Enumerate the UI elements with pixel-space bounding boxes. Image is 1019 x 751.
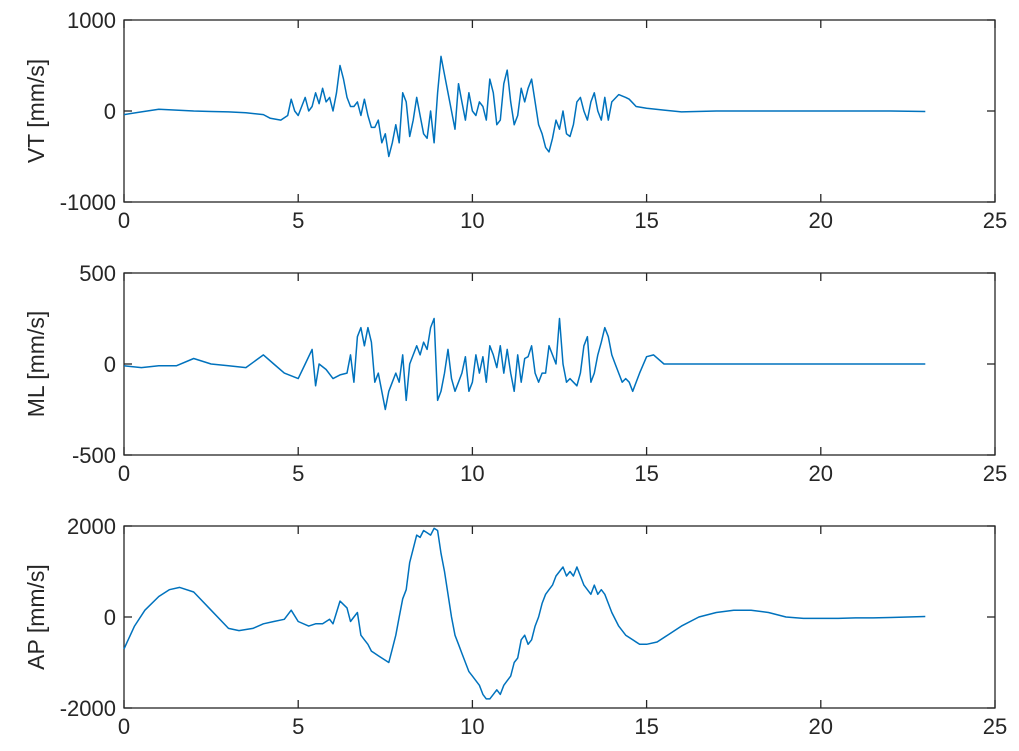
ap-series-line [123, 527, 926, 700]
ml-y-tick-label: 0 [104, 352, 116, 377]
ap-x-tick-label: 5 [292, 714, 304, 739]
ml-y-tick-label: 500 [79, 261, 116, 286]
vt-x-tick-label: 20 [809, 208, 833, 233]
vt-y-tick-label: 1000 [67, 8, 116, 33]
vt-y-axis-label: VT [mm/s] [23, 59, 49, 163]
ap-axes-frame [123, 525, 996, 709]
ml-y-tick-label: -500 [72, 443, 116, 468]
ap-x-tick-label: 0 [118, 714, 130, 739]
ap-x-tick-label: 10 [460, 714, 484, 739]
ml-series-line [123, 317, 926, 411]
ap-x-tick-label: 25 [983, 714, 1007, 739]
ap-y-tick-label: -2000 [60, 696, 116, 721]
ml-x-tick-label: 10 [460, 461, 484, 486]
ml-x-tick-label: 0 [118, 461, 130, 486]
ml-x-tick-label: 15 [634, 461, 658, 486]
ml-x-tick-label: 25 [983, 461, 1007, 486]
ap-y-tick-label: 0 [104, 605, 116, 630]
ml-x-tick-label: 5 [292, 461, 304, 486]
ap-x-tick-label: 20 [809, 714, 833, 739]
ml-y-axis-label: ML [mm/s] [23, 311, 49, 417]
ml-x-tick-label: 20 [809, 461, 833, 486]
vt-series-line [123, 55, 926, 158]
ap-y-axis-label: AP [mm/s] [23, 564, 49, 670]
vt-y-tick-label: -1000 [60, 190, 116, 215]
vt-x-tick-label: 10 [460, 208, 484, 233]
ap-x-tick-label: 15 [634, 714, 658, 739]
vt-x-tick-label: 0 [118, 208, 130, 233]
vt-x-tick-label: 25 [983, 208, 1007, 233]
vt-y-tick-label: 0 [104, 99, 116, 124]
ap-y-tick-label: 2000 [67, 514, 116, 539]
vt-x-tick-label: 15 [634, 208, 658, 233]
vt-x-tick-label: 5 [292, 208, 304, 233]
